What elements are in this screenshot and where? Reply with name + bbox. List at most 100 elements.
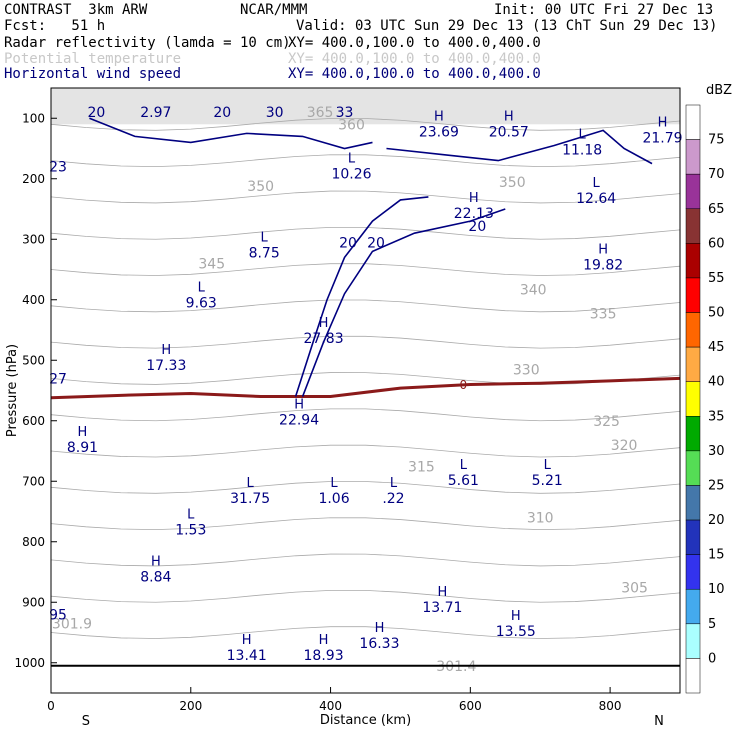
valid-time: Valid: 03 UTC Sun 29 Dec 13 (13 ChT Sun … (296, 18, 718, 34)
extremum-value: 1.53 (175, 522, 206, 538)
theta-isentrope (50, 335, 681, 349)
colorbar-label: 15 (708, 548, 725, 563)
colorbar-label: 60 (708, 236, 725, 251)
theta-isentrope (50, 299, 681, 313)
extremum-value: 22.94 (279, 412, 319, 428)
plot-area (51, 88, 680, 693)
theta-isentrope (50, 517, 681, 531)
extremum-letter: L (544, 458, 552, 473)
theta-isentrope (50, 118, 681, 131)
theta-label: 325 (593, 414, 620, 430)
theta-label: 360 (338, 117, 365, 133)
extremum-value: 31.75 (230, 491, 270, 507)
extremum-letter: H (294, 397, 304, 412)
colorbar-label: 50 (708, 306, 725, 321)
extremum-value: 13.71 (422, 600, 462, 616)
extremum-letter: H (319, 633, 329, 648)
colorbar-swatch (685, 139, 701, 175)
colorbar-swatch (685, 277, 701, 313)
colorbar-swatch (685, 381, 701, 417)
contour-label: 20 (213, 105, 231, 121)
org-label: NCAR/MMM (240, 2, 308, 18)
theta-label: 340 (520, 282, 547, 298)
extremum-letter: L (579, 127, 587, 142)
axis-end-north: N (654, 714, 664, 729)
x-tick-label: 400 (319, 699, 342, 713)
extremum-value: 5.61 (448, 473, 479, 489)
x-tick-label: 0 (47, 699, 55, 713)
x-tick-label: 800 (599, 699, 622, 713)
colorbar-swatch (685, 312, 701, 348)
theta-isentrope (50, 226, 681, 240)
field1-name: Radar reflectivity (lamda = 10 cm) (4, 35, 291, 51)
colorbar-label: 10 (708, 582, 725, 597)
extremum-value: 18.93 (304, 648, 344, 664)
y-axis-label: Pressure (hPa) (5, 344, 20, 437)
y-tick-label: 700 (22, 474, 45, 488)
colorbar-swatch (685, 104, 701, 140)
theta-isentrope (50, 444, 681, 458)
extremum-value: 27.83 (304, 331, 344, 347)
extremum-letter: L (460, 458, 468, 473)
x-axis-label: Distance (km) (320, 713, 411, 728)
extremum-value: 21.79 (642, 130, 682, 146)
y-tick-label: 600 (22, 414, 45, 428)
colorbar-label: 25 (708, 478, 725, 493)
extremum-value: 8.91 (67, 440, 98, 456)
extremum-letter: L (247, 476, 255, 491)
colorbar-swatch (685, 173, 701, 210)
colorbar-swatch (685, 208, 701, 244)
theta-label: 330 (513, 362, 540, 378)
extremum-value: 23.69 (419, 124, 459, 140)
field2-xy: XY= 400.0,100.0 to 400.0,400.0 (288, 51, 541, 67)
colorbar-label: 20 (708, 513, 725, 528)
colorbar-label: 45 (708, 340, 725, 355)
colorbar-label: 30 (708, 444, 725, 459)
extremum-letter: H (469, 191, 479, 206)
colorbar-swatch (685, 623, 701, 659)
extremum-letter: L (261, 230, 269, 245)
axis-end-south: S (82, 714, 90, 729)
y-tick-label: 400 (22, 293, 45, 307)
y-tick-label: 500 (22, 353, 45, 367)
contour-label: 2.97 (140, 105, 171, 121)
colorbar-label: 0 (708, 651, 716, 666)
wind-speed-contour (386, 129, 653, 165)
theta-label: 350 (499, 175, 526, 191)
x-tick-label: 200 (179, 699, 202, 713)
colorbar-swatch (685, 450, 701, 486)
extremum-letter: H (78, 425, 88, 440)
theta-label: 310 (527, 511, 554, 527)
extremum-letter: H (511, 609, 521, 624)
wind-speed-contour (301, 208, 506, 397)
field2-name: Potential temperature (4, 51, 182, 67)
wind-speed-contour (294, 196, 429, 397)
theta-isentrope (50, 553, 681, 567)
theta-isentrope (50, 589, 681, 603)
contour-label: 33 (336, 105, 354, 121)
field1-xy: XY= 400.0,100.0 to 400.0,400.0 (288, 35, 541, 51)
extremum-value: 5.21 (532, 473, 563, 489)
extremum-letter: H (504, 109, 514, 124)
extremum-value: 13.55 (496, 624, 536, 640)
theta-label: 365 (307, 105, 334, 121)
extremum-letter: H (319, 316, 329, 331)
contour-label: 95 (49, 607, 67, 623)
colorbar-label: 75 (708, 133, 725, 148)
theta-isentrope (50, 190, 681, 204)
extremum-letter: L (198, 281, 206, 296)
colorbar-swatch (685, 346, 701, 382)
theta-label: 345 (198, 256, 225, 272)
theta-label: 320 (611, 438, 638, 454)
extremum-letter: H (658, 115, 668, 130)
colorbar-unit: dBZ (706, 83, 732, 98)
colorbar-label: 55 (708, 271, 725, 286)
y-tick-label: 800 (22, 535, 45, 549)
extremum-letter: H (437, 585, 447, 600)
theta-isentrope (50, 154, 681, 168)
extremum-letter: L (330, 476, 338, 491)
extremum-letter: L (390, 476, 398, 491)
theta-label: 350 (247, 179, 274, 195)
theta-isentrope (50, 626, 681, 639)
